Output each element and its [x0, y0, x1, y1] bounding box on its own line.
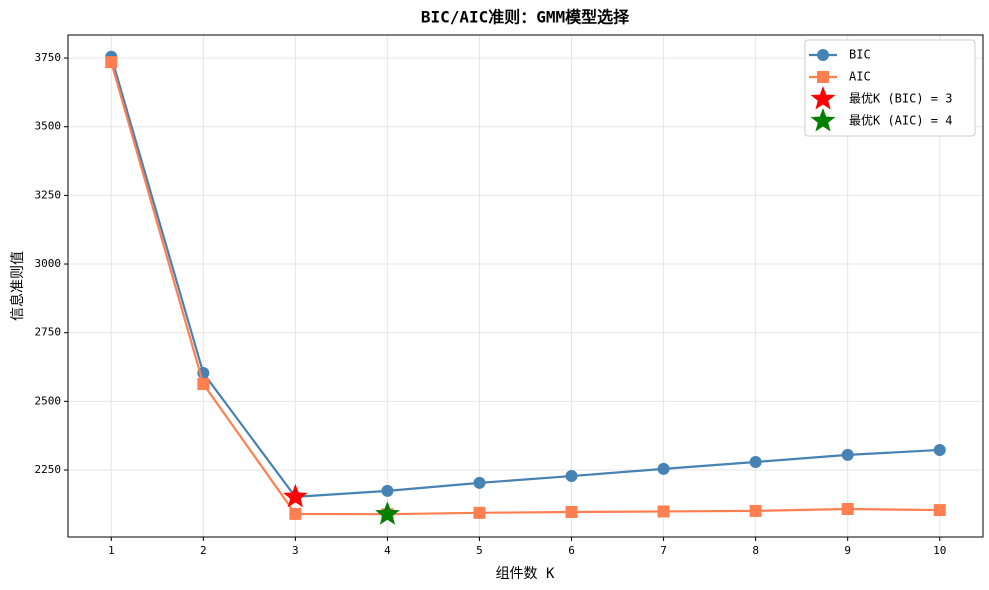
legend-marker [817, 71, 829, 83]
point [473, 506, 486, 519]
point [841, 448, 854, 461]
point [657, 505, 670, 518]
legend-marker [810, 108, 836, 132]
legend-label: AIC [849, 70, 871, 84]
point [565, 470, 578, 483]
y-tick-label: 2250 [35, 463, 62, 476]
x-tick-label: 10 [933, 544, 946, 557]
x-tick-label: 6 [568, 544, 575, 557]
x-tick-label: 4 [384, 544, 391, 557]
star-point [375, 501, 400, 525]
legend-marker [817, 49, 829, 61]
x-tick-label: 1 [108, 544, 115, 557]
point [565, 506, 578, 519]
legend-label: BIC [849, 48, 871, 62]
x-tick-label: 2 [200, 544, 207, 557]
series-line [110, 56, 940, 499]
y-tick-label: 3750 [35, 51, 62, 64]
x-tick-label: 5 [476, 544, 483, 557]
point [197, 378, 210, 391]
chart-title: BIC/AIC准则：GMM模型选择 [421, 8, 630, 27]
plot-frame [67, 34, 984, 538]
x-tick-label: 3 [292, 544, 299, 557]
legend-label: 最优K (BIC) = 3 [849, 92, 952, 106]
x-tick-label: 7 [660, 544, 667, 557]
x-tick-label: 9 [844, 544, 851, 557]
point [841, 502, 854, 515]
point [749, 456, 762, 469]
star-point [283, 483, 308, 508]
legend-marker [810, 86, 836, 110]
point [749, 504, 762, 517]
series-line [110, 61, 940, 516]
point [289, 507, 302, 520]
y-tick-label: 3500 [35, 120, 62, 133]
point [933, 504, 946, 517]
point [657, 462, 670, 475]
point [933, 443, 946, 456]
legend-label: 最优K (AIC) = 4 [849, 114, 952, 128]
point [105, 56, 118, 69]
x-tick-label: 8 [752, 544, 759, 557]
y-tick-label: 3000 [35, 257, 62, 270]
point [381, 484, 394, 497]
legend-box [804, 39, 976, 137]
y-tick-label: 2750 [35, 326, 62, 339]
y-axis-label: 信息准则值 [9, 251, 26, 321]
x-axis-label: 组件数 K [496, 566, 555, 582]
y-tick-label: 3250 [35, 188, 62, 201]
y-tick-label: 2500 [35, 394, 62, 407]
point [473, 476, 486, 489]
